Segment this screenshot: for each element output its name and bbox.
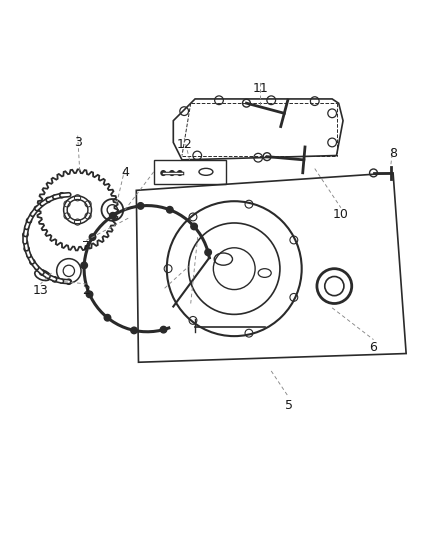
Circle shape <box>160 326 167 333</box>
Circle shape <box>86 291 93 297</box>
Circle shape <box>169 170 175 176</box>
Text: 12: 12 <box>177 138 192 151</box>
Text: 6: 6 <box>370 341 378 353</box>
Text: 11: 11 <box>252 82 268 94</box>
Circle shape <box>39 270 45 275</box>
Text: 3: 3 <box>74 136 81 149</box>
Text: 10: 10 <box>333 208 349 221</box>
Circle shape <box>59 192 64 198</box>
Text: 4: 4 <box>121 166 129 180</box>
Text: 8: 8 <box>389 147 397 160</box>
Circle shape <box>81 262 88 269</box>
Text: 2: 2 <box>82 284 90 297</box>
Circle shape <box>52 277 57 282</box>
Bar <box>154 160 226 184</box>
Circle shape <box>160 170 166 176</box>
Circle shape <box>166 206 173 213</box>
Circle shape <box>191 223 198 230</box>
Text: 5: 5 <box>285 399 293 412</box>
Circle shape <box>205 249 212 256</box>
Circle shape <box>177 170 183 176</box>
Circle shape <box>89 234 96 240</box>
Circle shape <box>30 260 35 264</box>
Circle shape <box>26 218 32 223</box>
Circle shape <box>66 279 71 284</box>
Circle shape <box>131 327 138 334</box>
Circle shape <box>104 314 111 321</box>
Circle shape <box>24 246 29 252</box>
Text: 7: 7 <box>82 240 90 253</box>
Circle shape <box>138 203 144 209</box>
Circle shape <box>23 232 28 237</box>
Circle shape <box>110 213 116 219</box>
Text: 13: 13 <box>33 284 49 297</box>
Circle shape <box>34 206 39 212</box>
Circle shape <box>46 197 51 203</box>
